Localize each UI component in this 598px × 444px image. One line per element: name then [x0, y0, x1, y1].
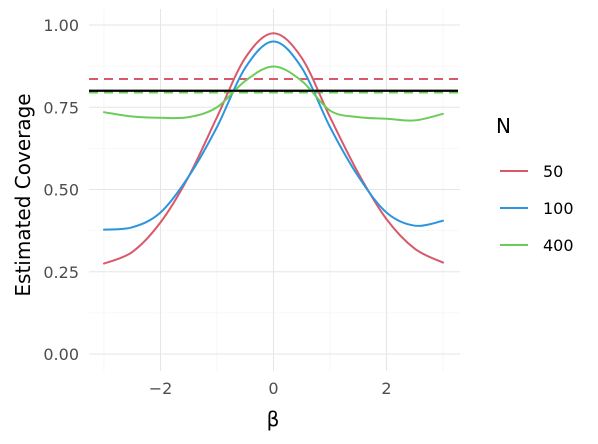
legend: N 50 100 400 — [496, 114, 574, 255]
legend-label-n400: 400 — [543, 236, 574, 255]
x-tick-label: −2 — [149, 379, 173, 398]
legend-label-n100: 100 — [543, 199, 574, 218]
x-tick-label: 0 — [268, 379, 278, 398]
x-tick-label: 2 — [381, 379, 391, 398]
legend-label-n50: 50 — [543, 162, 563, 181]
x-axis-title: β — [267, 407, 280, 431]
series-lines — [89, 32, 458, 265]
series-line-n50 — [103, 32, 444, 265]
y-tick-label: 0.00 — [43, 345, 79, 364]
series-line-n400 — [103, 65, 444, 122]
legend-title: N — [496, 114, 511, 138]
grid — [89, 9, 460, 371]
y-tick-labels: 0.00 0.25 0.50 0.75 1.00 — [43, 16, 79, 364]
y-tick-label: 0.50 — [43, 181, 79, 200]
y-tick-label: 0.75 — [43, 98, 79, 117]
y-tick-label: 1.00 — [43, 16, 79, 35]
series-line-n100 — [103, 40, 444, 231]
y-tick-label: 0.25 — [43, 263, 79, 282]
x-tick-labels: −2 0 2 — [149, 379, 392, 398]
y-axis-title: Estimated Coverage — [11, 93, 35, 296]
